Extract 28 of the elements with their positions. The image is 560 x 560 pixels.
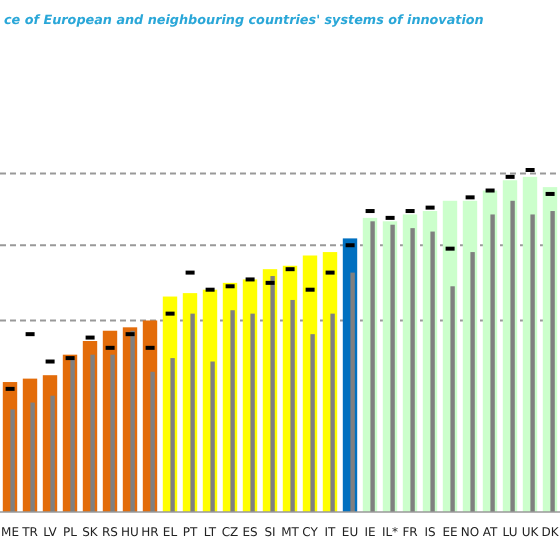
bar [50,395,55,512]
bar [170,358,175,512]
bar [410,228,415,512]
bar [510,200,515,512]
bar [250,313,255,512]
bar [150,371,155,512]
bar [330,313,335,512]
bar [190,313,195,512]
bar [10,409,15,512]
bar [290,299,295,512]
bar [130,330,135,512]
bar [70,358,75,512]
bar [270,276,275,512]
bar [370,221,375,512]
bar [450,286,455,512]
bar [230,310,235,512]
bar [530,214,535,512]
bar [470,252,475,512]
bar [90,354,95,512]
bar [430,231,435,512]
bar [550,211,555,512]
bar [310,334,315,512]
bar [350,272,355,512]
bar [210,361,215,512]
bar [30,402,35,512]
bar [490,214,495,512]
bar [110,354,115,512]
bar [390,224,395,512]
